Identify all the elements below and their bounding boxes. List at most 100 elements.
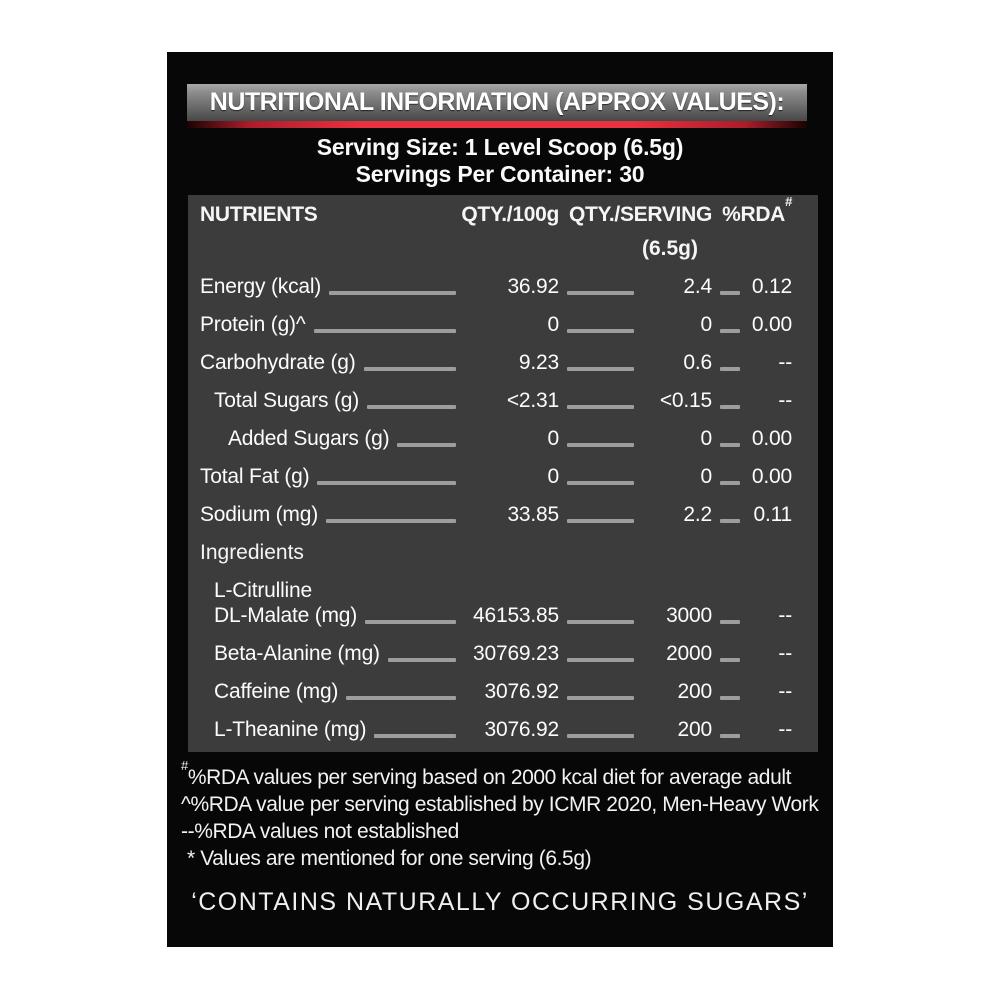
col-rda-text: %RDA [722, 203, 786, 226]
leader-line [567, 443, 634, 447]
leader-line [567, 696, 634, 700]
row-label-line: L-Citrulline [214, 579, 312, 602]
title-bar: NUTRITIONAL INFORMATION (APPROX VALUES): [187, 84, 807, 128]
qty-100g-value: 0 [547, 313, 560, 336]
row-label: Total Sugars (g) [214, 389, 360, 412]
leader-line [567, 329, 634, 333]
leader-line [374, 734, 456, 738]
leader-line [720, 620, 740, 624]
qty-serving-value: 2.4 [683, 275, 712, 298]
rda-value: 0.00 [751, 465, 792, 488]
leader-line [720, 329, 740, 333]
qty-100g-value: <2.31 [506, 389, 559, 412]
bottom-note: ‘CONTAINS NATURALLY OCCURRING SUGARS’ [191, 888, 809, 916]
qty-serving-value: 0.6 [683, 351, 712, 374]
nutrients-table: NUTRIENTS QTY./100g QTY./SERVING %RDA# (… [188, 194, 818, 752]
row-label: Carbohydrate (g) [200, 351, 356, 374]
qty-100g-value: 36.92 [507, 275, 559, 298]
rda-hash-mark: # [785, 194, 792, 209]
qty-serving-value: 200 [677, 680, 713, 703]
leader-line [720, 519, 740, 523]
leader-line [720, 696, 740, 700]
rda-value: -- [778, 351, 792, 374]
qty-serving-value: 2.2 [683, 503, 712, 526]
footnotes: #%RDA values per serving based on 2000 k… [181, 758, 823, 872]
table-header-row: NUTRIENTS QTY./100g QTY./SERVING %RDA# [200, 194, 792, 232]
col-rda: %RDA# [722, 194, 792, 227]
leader-line [720, 443, 740, 447]
row-label: Added Sugars (g) [228, 427, 390, 450]
footnote-line: * Values are mentioned for one serving (… [181, 845, 823, 872]
nutrient-row: Protein (g)^ 0 0 0.00 [200, 306, 792, 344]
qty-100g-value: 9.23 [518, 351, 559, 374]
qty-serving-value: <0.15 [659, 389, 712, 412]
nutrient-row: L-Citrulline DL-Malate (mg) 46153.85 3000 -- [200, 572, 792, 635]
leader-line [365, 620, 456, 624]
rda-value: 0.12 [751, 275, 792, 298]
serving-size: Serving Size: 1 Level Scoop (6.5g) [316, 134, 684, 160]
qty-100g-value: 46153.85 [473, 604, 559, 627]
row-label: Caffeine (mg) [214, 680, 339, 703]
qty-serving-value: 0 [700, 427, 713, 450]
footnote-text: %RDA values not established [194, 820, 459, 843]
row-label: Energy (kcal) [200, 275, 322, 298]
leader-line [720, 291, 740, 295]
qty-serving-value: 2000 [666, 642, 712, 665]
red-accent-strip [187, 121, 807, 128]
footnote-text: %RDA value per serving established by IC… [190, 793, 819, 816]
rda-value: -- [778, 389, 792, 412]
footnote-text: %RDA values per serving based on 2000 kc… [187, 766, 792, 789]
title: NUTRITIONAL INFORMATION (APPROX VALUES): [187, 84, 807, 121]
rda-value: -- [778, 642, 792, 665]
footnote-marker: # [181, 758, 188, 773]
qty-100g-value: 33.85 [507, 503, 559, 526]
leader-line [720, 405, 740, 409]
serving-info: Serving Size: 1 Level Scoop (6.5g) Servi… [167, 134, 833, 188]
nutrient-row: Energy (kcal) 36.92 2.4 0.12 [200, 268, 792, 306]
nutrient-row: Carbohydrate (g) 9.23 0.6 -- [200, 344, 792, 382]
qty-serving-value: 3000 [666, 604, 712, 627]
rda-value: 0.00 [751, 427, 792, 450]
leader-line [567, 658, 634, 662]
leader-line [397, 443, 456, 447]
leader-line [346, 696, 456, 700]
leader-line [567, 291, 634, 295]
row-label: Protein (g)^ [200, 313, 306, 336]
nutrient-row: Caffeine (mg) 3076.92 200 -- [200, 673, 792, 711]
col-qty-100g: QTY./100g [461, 203, 559, 226]
leader-line [367, 405, 456, 409]
col-qty-serving: QTY./SERVING [568, 203, 712, 226]
leader-line [567, 620, 634, 624]
qty-serving-value: 0 [700, 313, 713, 336]
qty-100g-value: 30769.23 [473, 642, 559, 665]
rda-value: 0.00 [751, 313, 792, 336]
nutrient-row: Added Sugars (g) 0 0 0.00 [200, 420, 792, 458]
footnote-marker: ^ [181, 793, 191, 816]
leader-line [567, 367, 634, 371]
footnote-line: #%RDA values per serving based on 2000 k… [181, 758, 823, 791]
qty-100g-value: 3076.92 [484, 718, 559, 741]
leader-line [329, 291, 456, 295]
leader-line [567, 405, 634, 409]
qty-100g-value: 0 [547, 465, 560, 488]
nutrient-row: Total Sugars (g) <2.31 <0.15 -- [200, 382, 792, 420]
footnote-line: ^%RDA value per serving established by I… [181, 791, 823, 818]
rda-value: 0.11 [753, 503, 792, 526]
footnote-text: Values are mentioned for one serving (6.… [200, 847, 592, 870]
col-serving-weight: (6.5g) [641, 237, 698, 260]
table-subheader-row: (6.5g) [200, 232, 792, 268]
leader-line [313, 329, 456, 333]
servings-per-container: Servings Per Container: 30 [355, 161, 645, 187]
footnote-marker: -- [181, 820, 195, 843]
ingredients-section-label: Ingredients [200, 541, 304, 564]
rda-value: -- [778, 718, 792, 741]
nutrient-row: L-Theanine (mg) 3076.92 200 -- [200, 711, 792, 749]
leader-line [720, 658, 740, 662]
leader-line [567, 519, 634, 523]
leader-line [720, 481, 740, 485]
ingredients-section-row: Ingredients [200, 534, 792, 572]
leader-line [567, 734, 634, 738]
nutrient-row: Sodium (mg) 33.85 2.2 0.11 [200, 496, 792, 534]
qty-100g-value: 0 [547, 427, 560, 450]
